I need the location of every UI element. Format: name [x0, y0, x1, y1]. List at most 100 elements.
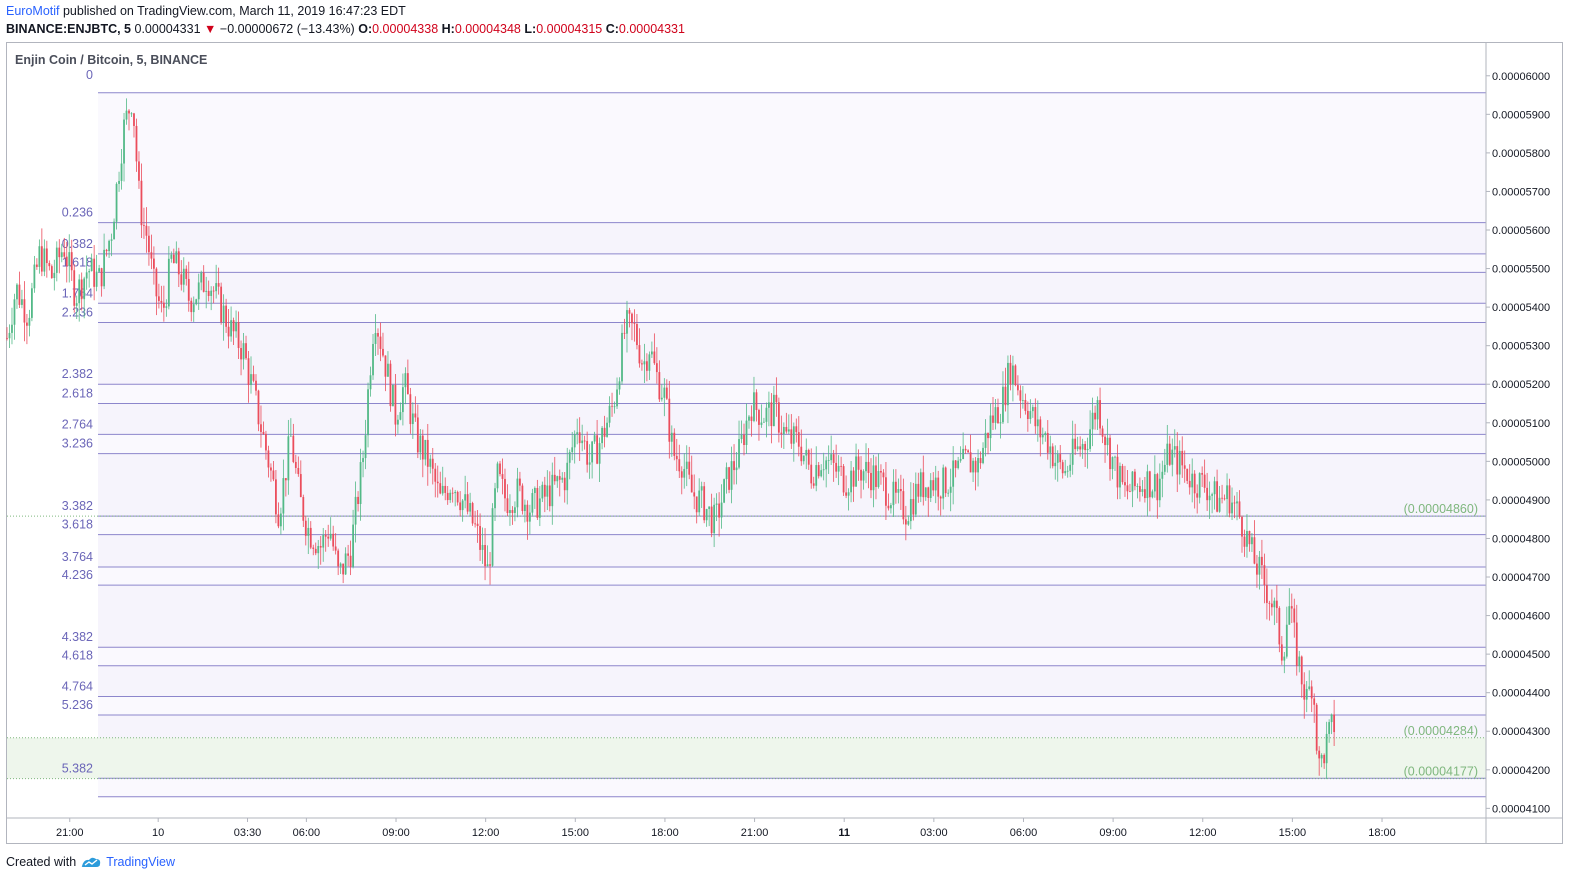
candle-body	[506, 498, 509, 513]
candle-body	[1226, 485, 1228, 500]
candle-body	[23, 299, 26, 323]
candle-body	[449, 492, 452, 501]
candle-body	[242, 343, 245, 360]
candle-body	[334, 546, 337, 551]
candle-body	[820, 470, 823, 477]
candle-body	[1156, 474, 1159, 501]
candle-body	[698, 490, 701, 513]
candle-body	[185, 268, 188, 279]
candle-body	[785, 426, 788, 432]
candle-body	[1131, 471, 1134, 492]
candle-body	[1258, 556, 1261, 575]
high-value: 0.00004348	[454, 22, 521, 36]
candle-body	[78, 279, 81, 304]
price-tick-label: 0.00005100	[1492, 418, 1550, 430]
candle-body	[593, 435, 596, 442]
candle-body	[1031, 407, 1034, 412]
candle-body	[822, 469, 825, 471]
tradingview-brand[interactable]: TradingView	[106, 855, 175, 869]
candle-body	[145, 225, 148, 236]
candle-body	[758, 410, 760, 425]
candle-body	[523, 504, 526, 512]
candle-body	[125, 110, 128, 120]
fib-level-label: 2.764	[62, 417, 93, 431]
candle-body	[1168, 443, 1171, 465]
candle-body	[967, 450, 970, 453]
candle-body	[499, 463, 501, 475]
candle-body	[710, 506, 713, 534]
candle-body	[352, 524, 354, 567]
candle-body	[984, 432, 987, 448]
candle-body	[172, 254, 175, 264]
candle-body	[1099, 400, 1101, 429]
candle-body	[603, 427, 606, 437]
candle-body	[26, 322, 28, 326]
price-tick-label: 0.00005700	[1492, 186, 1550, 198]
time-tick-label: 09:00	[1099, 827, 1127, 839]
candle-body	[1141, 489, 1144, 492]
candle-body	[1163, 464, 1166, 472]
candle-body	[162, 302, 165, 308]
chart-frame[interactable]	[6, 42, 1563, 844]
candle-body	[282, 478, 285, 514]
candle-body	[75, 303, 78, 306]
fib-level-label: 3.236	[62, 437, 93, 451]
candle-body	[658, 372, 661, 400]
candle-body	[1221, 497, 1223, 499]
candle-body	[521, 485, 524, 512]
time-tick-label: 06:00	[293, 827, 321, 839]
candle-body	[892, 481, 895, 506]
fib-zone	[98, 92, 1486, 223]
candle-body	[1201, 473, 1204, 475]
candle-body	[628, 310, 631, 314]
candle-body	[105, 249, 108, 252]
candle-body	[481, 544, 484, 550]
candle-body	[979, 458, 982, 464]
time-tick-label: 11	[838, 827, 850, 839]
candle-body	[1076, 446, 1079, 450]
candle-body	[1193, 473, 1196, 494]
candle-body	[275, 479, 277, 515]
candle-body	[33, 264, 36, 289]
candle-body	[1261, 556, 1263, 566]
candle-body	[414, 413, 417, 418]
candle-body	[108, 240, 110, 252]
candle-body	[1069, 464, 1072, 471]
candle-body	[690, 474, 693, 493]
candle-body	[374, 333, 377, 344]
candle-body	[314, 548, 317, 554]
fib-zone	[98, 647, 1486, 666]
candle-body	[160, 300, 163, 303]
candle-body	[1158, 478, 1161, 501]
fib-level-label: 3.382	[62, 499, 93, 513]
candle-body	[1126, 485, 1129, 492]
candle-body	[972, 460, 974, 473]
candle-body	[90, 258, 93, 272]
candle-body	[862, 471, 865, 481]
candle-body	[755, 392, 758, 411]
candle-body	[317, 545, 320, 554]
fib-level-label: 5.382	[62, 761, 93, 775]
candle-body	[205, 290, 208, 292]
time-tick-label: 10	[152, 827, 164, 839]
candle-body	[294, 461, 297, 468]
candle-body	[277, 514, 280, 527]
author-link[interactable]: EuroMotif	[6, 4, 60, 18]
candle-body	[857, 456, 860, 470]
candle-body	[40, 246, 43, 272]
candle-body	[237, 322, 240, 349]
candle-body	[1280, 644, 1283, 661]
candle-body	[543, 484, 546, 497]
candle-body	[1285, 624, 1288, 657]
candle-body	[304, 520, 307, 536]
price-tick-label: 0.00004100	[1492, 803, 1550, 815]
candle-body	[740, 434, 743, 440]
candle-body	[509, 510, 511, 513]
candle-body	[959, 459, 962, 461]
candle-body	[646, 361, 648, 371]
candle-body	[349, 555, 352, 567]
candle-body	[760, 422, 763, 425]
candle-body	[1293, 608, 1296, 623]
candle-body	[606, 422, 608, 437]
